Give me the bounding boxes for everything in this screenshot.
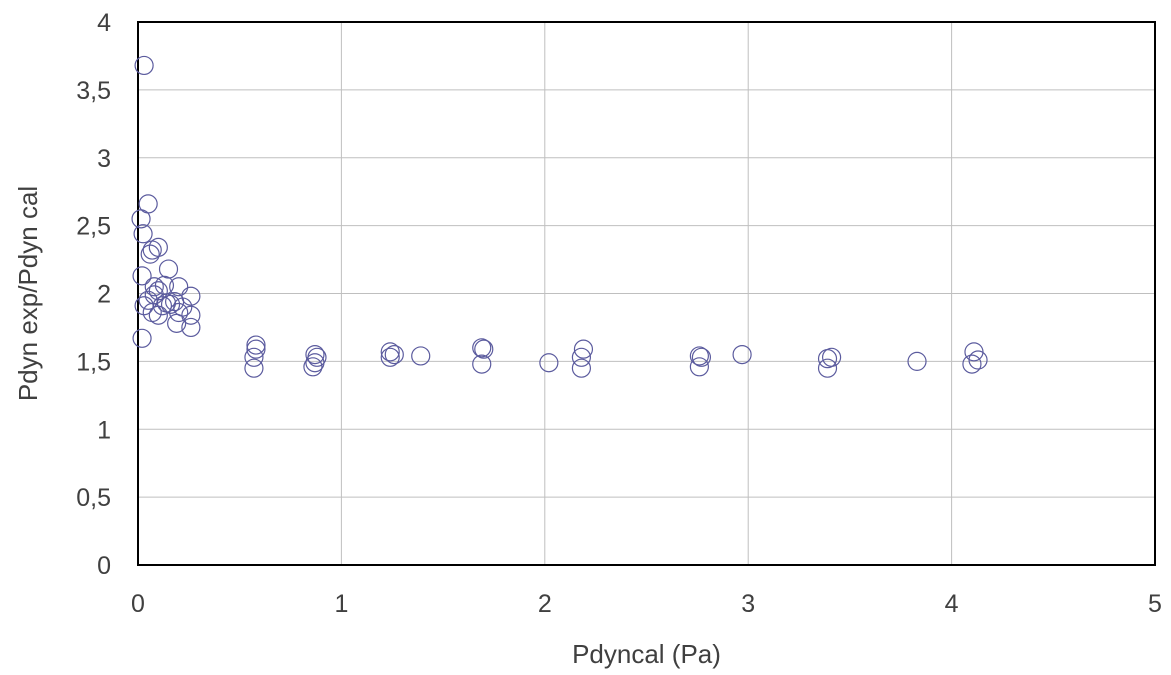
data-point <box>571 347 592 367</box>
x-tick-label: 4 <box>945 590 959 618</box>
x-axis-title: Pdyncal (Pa) <box>572 639 721 669</box>
data-points <box>131 55 988 378</box>
y-tick-label: 1 <box>97 416 111 444</box>
y-axis-tick-labels: 0 0,5 1 1,5 2 2,5 3 3,5 4 <box>76 9 111 580</box>
data-point <box>181 317 201 338</box>
y-tick-label: 2,5 <box>76 213 111 241</box>
data-point <box>132 328 152 348</box>
data-point <box>169 277 189 297</box>
data-point <box>246 335 266 355</box>
x-tick-label: 0 <box>131 590 145 618</box>
data-point <box>246 339 266 359</box>
data-point <box>691 347 712 367</box>
data-point <box>181 305 201 325</box>
x-tick-label: 3 <box>741 590 755 618</box>
data-point <box>732 344 752 365</box>
data-point <box>169 302 189 323</box>
data-point <box>167 313 187 333</box>
data-point <box>689 346 709 366</box>
gridlines <box>137 21 1156 566</box>
data-point <box>303 357 323 377</box>
data-point <box>134 296 154 316</box>
x-tick-label: 5 <box>1148 590 1162 618</box>
data-point <box>142 240 162 260</box>
data-point <box>133 224 153 244</box>
data-point <box>380 342 400 362</box>
data-point <box>689 357 709 377</box>
y-tick-label: 1,5 <box>76 348 111 376</box>
data-point <box>539 353 559 373</box>
data-point <box>968 350 988 370</box>
data-point <box>962 354 982 374</box>
data-point <box>571 358 592 378</box>
data-point <box>134 55 154 76</box>
data-point <box>384 344 404 365</box>
data-point <box>472 354 492 374</box>
y-tick-label: 0 <box>97 552 111 580</box>
data-point <box>244 358 264 378</box>
x-tick-label: 2 <box>538 590 552 618</box>
y-tick-label: 3,5 <box>76 77 111 105</box>
data-point <box>573 339 594 359</box>
data-point <box>305 353 325 373</box>
data-point <box>132 266 152 286</box>
data-point <box>244 347 264 367</box>
y-axis-title: Pdyn exp/Pdyn cal <box>13 186 43 401</box>
data-point <box>907 351 927 371</box>
data-point <box>181 286 201 306</box>
data-point <box>474 339 494 359</box>
data-point <box>158 259 179 279</box>
data-point <box>472 338 492 358</box>
data-point <box>148 305 168 325</box>
data-point <box>411 346 431 366</box>
x-tick-label: 1 <box>334 590 348 618</box>
data-point <box>138 194 158 214</box>
y-tick-label: 2 <box>97 281 111 309</box>
data-point <box>380 347 400 367</box>
y-tick-label: 3 <box>97 145 111 173</box>
data-point <box>817 358 838 378</box>
plot-area-frame <box>137 21 1156 566</box>
x-axis-tick-labels: 0 1 2 3 4 5 <box>131 590 1162 618</box>
data-point <box>821 347 842 367</box>
data-point <box>305 344 325 365</box>
y-tick-label: 4 <box>97 9 111 37</box>
data-point <box>156 293 177 313</box>
y-tick-label: 0,5 <box>76 484 111 512</box>
data-point <box>144 277 164 297</box>
